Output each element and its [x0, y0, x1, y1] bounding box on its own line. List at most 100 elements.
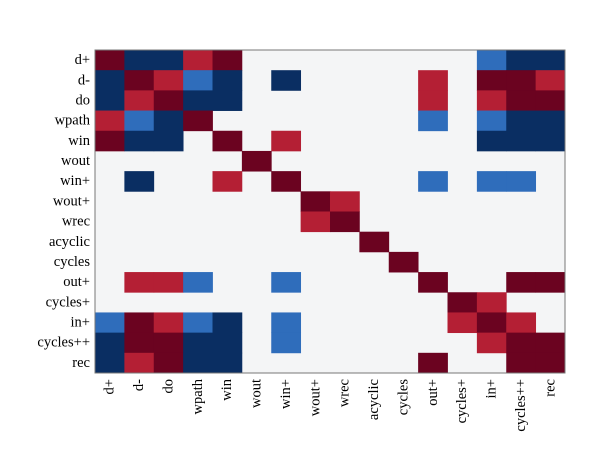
heatmap-cell	[476, 292, 507, 313]
heatmap-cell	[476, 312, 507, 334]
heatmap-cell	[183, 110, 213, 132]
plot-frame	[94, 49, 566, 374]
heatmap-cell	[124, 50, 155, 71]
heatmap-cell	[241, 150, 272, 172]
heatmap-cell	[124, 332, 155, 354]
heatmap-cell	[124, 171, 155, 192]
row-tick-label: cycles+	[46, 294, 90, 310]
heatmap-cell	[271, 130, 302, 152]
heatmap-cell	[183, 272, 213, 293]
heatmap-cell	[506, 130, 537, 152]
heatmap-cell	[418, 352, 448, 374]
heatmap-cell	[212, 90, 243, 111]
heatmap-cell	[506, 110, 537, 132]
heatmap-cell	[506, 332, 537, 354]
heatmap-cell	[330, 191, 360, 212]
heatmap-cell	[506, 312, 537, 334]
row-tick-label: wrec	[62, 214, 90, 230]
heatmap-cell	[476, 90, 507, 111]
row-tick-label: wout+	[53, 193, 90, 209]
heatmap-cell	[183, 352, 213, 374]
column-tick-label: wout+	[307, 379, 323, 416]
heatmap-cell	[476, 110, 507, 132]
row-tick-label: wpath	[55, 113, 91, 129]
row-tick-label: in+	[71, 315, 90, 331]
heatmap-cell	[447, 292, 478, 313]
heatmap-cell	[418, 110, 448, 132]
heatmap-cell	[212, 70, 243, 91]
heatmap-cell	[124, 130, 155, 152]
column-tick-label: d+	[102, 379, 118, 394]
column-tick-label: in+	[484, 379, 500, 398]
heatmap-cell	[535, 272, 566, 293]
heatmap-cell	[153, 90, 184, 111]
heatmap-cell	[153, 272, 184, 293]
column-tick-label: wout	[249, 379, 265, 408]
column-tick-label: wrec	[337, 379, 353, 407]
column-tick-label: rec	[542, 379, 558, 397]
heatmap-cell	[535, 70, 566, 91]
heatmap-cell	[476, 70, 507, 91]
heatmap-cell	[124, 312, 155, 334]
heatmap-cell	[183, 50, 213, 71]
row-tick-label: rec	[72, 355, 90, 371]
column-tick-label: win	[219, 378, 235, 401]
heatmap-cell	[271, 171, 302, 192]
heatmap-cells	[95, 50, 566, 374]
heatmap-cell	[95, 70, 125, 91]
heatmap-cell	[212, 332, 243, 354]
heatmap-cell	[447, 312, 478, 334]
heatmap-cell	[153, 50, 184, 71]
heatmap-cell	[476, 171, 507, 192]
heatmap-cell	[271, 272, 302, 293]
heatmap-cell	[476, 332, 507, 354]
column-tick-label: win+	[278, 379, 294, 409]
row-tick-label: win	[68, 133, 91, 149]
heatmap-cell	[535, 110, 566, 132]
heatmap-cell	[124, 90, 155, 111]
heatmap-cell	[95, 130, 125, 152]
row-tick-label: acyclic	[49, 234, 90, 250]
heatmap-cell	[183, 332, 213, 354]
heatmap-cell	[212, 352, 243, 374]
heatmap-cell	[418, 171, 448, 192]
heatmap-cell	[183, 70, 213, 91]
row-tick-label: cycles++	[37, 335, 90, 351]
heatmap-cell	[271, 332, 302, 354]
heatmap-cell	[153, 110, 184, 132]
heatmap-cell	[506, 272, 537, 293]
heatmap-cell	[506, 70, 537, 91]
heatmap-cell	[183, 312, 213, 334]
heatmap-cell	[153, 70, 184, 91]
heatmap-cell	[212, 130, 243, 152]
column-tick-label: do	[160, 379, 176, 394]
row-labels: d+ d-do wpath win wout win+ wout+ wrec acyclic cy…	[37, 52, 90, 371]
heatmap-cell	[153, 332, 184, 354]
heatmap-cell	[506, 50, 537, 71]
heatmap-cell	[271, 70, 302, 91]
heatmap-cell	[535, 130, 566, 152]
heatmap-cell	[418, 70, 448, 91]
row-tick-label: d+	[75, 52, 90, 68]
column-tick-label: cycles++	[513, 379, 529, 432]
heatmap-cell	[476, 50, 507, 71]
heatmap-cell	[535, 352, 566, 374]
heatmap-cell	[535, 332, 566, 354]
heatmap-cell	[95, 90, 125, 111]
heatmap-cell	[476, 130, 507, 152]
heatmap-cell	[212, 312, 243, 334]
row-tick-label: cycles	[54, 254, 91, 270]
column-tick-label: out+	[425, 379, 441, 406]
row-tick-label: wout	[61, 153, 90, 169]
heatmap-cell	[330, 211, 360, 233]
heatmap-cell	[506, 171, 537, 192]
heatmap-cell	[300, 211, 331, 233]
column-tick-label: d-	[131, 379, 147, 391]
row-tick-label: out+	[63, 274, 90, 290]
heatmap-cell	[506, 90, 537, 111]
column-labels: d+ d-do wpath win wout win+ wout+ wrec acyclic cy…	[102, 378, 559, 431]
row-tick-label: do	[76, 92, 91, 108]
heatmap-cell	[212, 171, 243, 192]
heatmap-cell	[418, 90, 448, 111]
heatmap-cell	[124, 110, 155, 132]
